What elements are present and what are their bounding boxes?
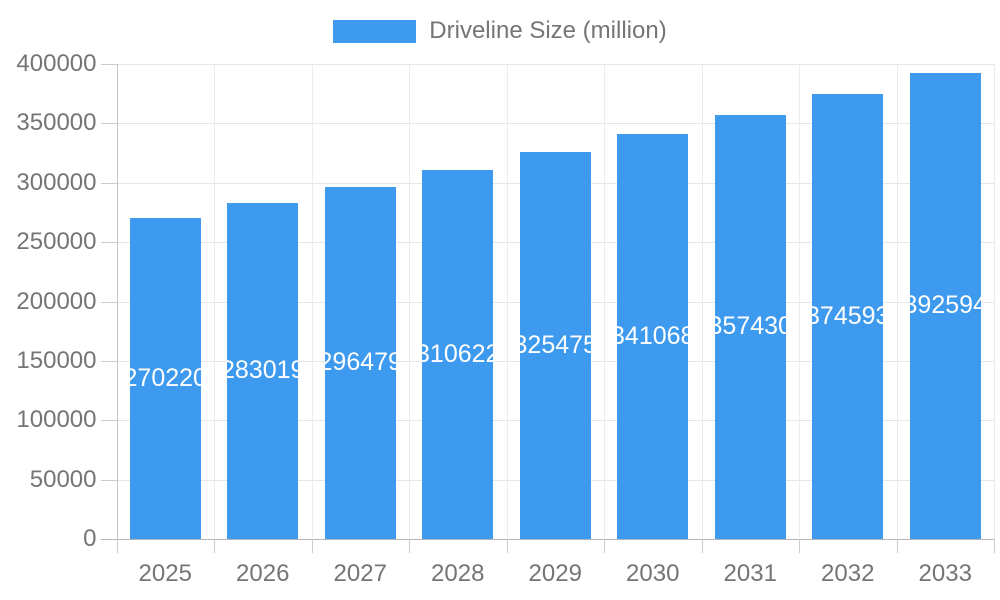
y-axis-line (116, 64, 118, 539)
y-gridline (116, 64, 994, 65)
vertical-gridline (896, 64, 898, 539)
y-axis-tick (100, 301, 117, 303)
bar-value-label: 310622 (422, 340, 494, 369)
legend-label: Driveline Size (million) (429, 17, 667, 44)
vertical-gridline (409, 64, 410, 539)
x-axis-label-2033: 2033 (918, 560, 972, 587)
x-axis-tick (214, 539, 215, 553)
x-axis-label-2026: 2026 (236, 560, 290, 587)
bar-2027[interactable]: 296479 (324, 186, 396, 539)
x-axis-tick (506, 539, 508, 553)
bar-2031[interactable]: 357430 (714, 114, 786, 539)
y-axis-label: 400000 (16, 50, 97, 77)
bar-2030[interactable]: 341068 (617, 133, 689, 539)
y-axis-tick (100, 182, 117, 184)
y-axis-label: 0 (83, 525, 97, 552)
vertical-gridline (214, 64, 215, 539)
vertical-gridline (604, 64, 605, 539)
chart-legend: Driveline Size (million) (0, 17, 1000, 45)
vertical-gridline (311, 64, 313, 539)
bar-2028[interactable]: 310622 (422, 170, 494, 539)
x-axis-tick (994, 539, 995, 553)
y-axis-tick (100, 420, 117, 422)
bar-value-label: 325475 (519, 331, 591, 360)
x-axis-label-2030: 2030 (626, 560, 680, 587)
bar-value-label: 392594 (909, 291, 981, 320)
y-axis-label: 100000 (16, 406, 97, 434)
x-axis-tick (701, 539, 703, 553)
y-axis-label: 50000 (29, 465, 97, 493)
x-axis-baseline (100, 539, 994, 540)
y-gridline (116, 123, 994, 125)
x-axis-label-2028: 2028 (431, 560, 485, 587)
y-axis-tick (100, 360, 117, 362)
bar-value-label: 296479 (324, 348, 396, 377)
x-axis-label-2031: 2031 (723, 560, 777, 587)
vertical-gridline (799, 64, 800, 539)
x-axis-tick (311, 539, 313, 553)
vertical-gridline (506, 64, 508, 539)
bar-2029[interactable]: 325475 (519, 152, 591, 539)
x-axis-tick (409, 539, 410, 553)
bar-2025[interactable]: 270220 (129, 218, 201, 539)
y-axis-label: 250000 (16, 228, 97, 256)
vertical-gridline (701, 64, 703, 539)
y-axis-label: 350000 (16, 109, 97, 137)
bar-value-label: 341068 (617, 321, 689, 350)
bar-value-label: 270220 (129, 364, 201, 393)
y-axis-tick (100, 242, 117, 244)
x-axis-tick (799, 539, 800, 553)
bar-2026[interactable]: 283019 (227, 202, 299, 539)
bar-value-label: 374593 (812, 302, 884, 331)
y-axis-tick (100, 123, 117, 125)
x-axis-label-2027: 2027 (333, 560, 387, 587)
x-axis-tick (604, 539, 605, 553)
bar-2032[interactable]: 374593 (812, 94, 884, 539)
y-axis-tick (100, 64, 117, 65)
x-axis-label-2032: 2032 (821, 560, 875, 587)
x-axis-tick (896, 539, 898, 553)
bar-value-label: 357430 (714, 312, 786, 341)
y-axis-tick (100, 479, 117, 481)
legend-swatch (333, 19, 417, 43)
y-axis-label: 150000 (16, 346, 97, 374)
vertical-gridline (994, 64, 995, 539)
y-axis-label: 300000 (16, 168, 97, 196)
y-axis-label: 200000 (16, 287, 97, 315)
x-axis-tick (116, 539, 118, 553)
x-axis-label-2025: 2025 (138, 560, 192, 587)
bar-2033[interactable]: 392594 (909, 72, 981, 539)
x-axis-label-2029: 2029 (528, 560, 582, 587)
bar-value-label: 283019 (227, 356, 299, 385)
